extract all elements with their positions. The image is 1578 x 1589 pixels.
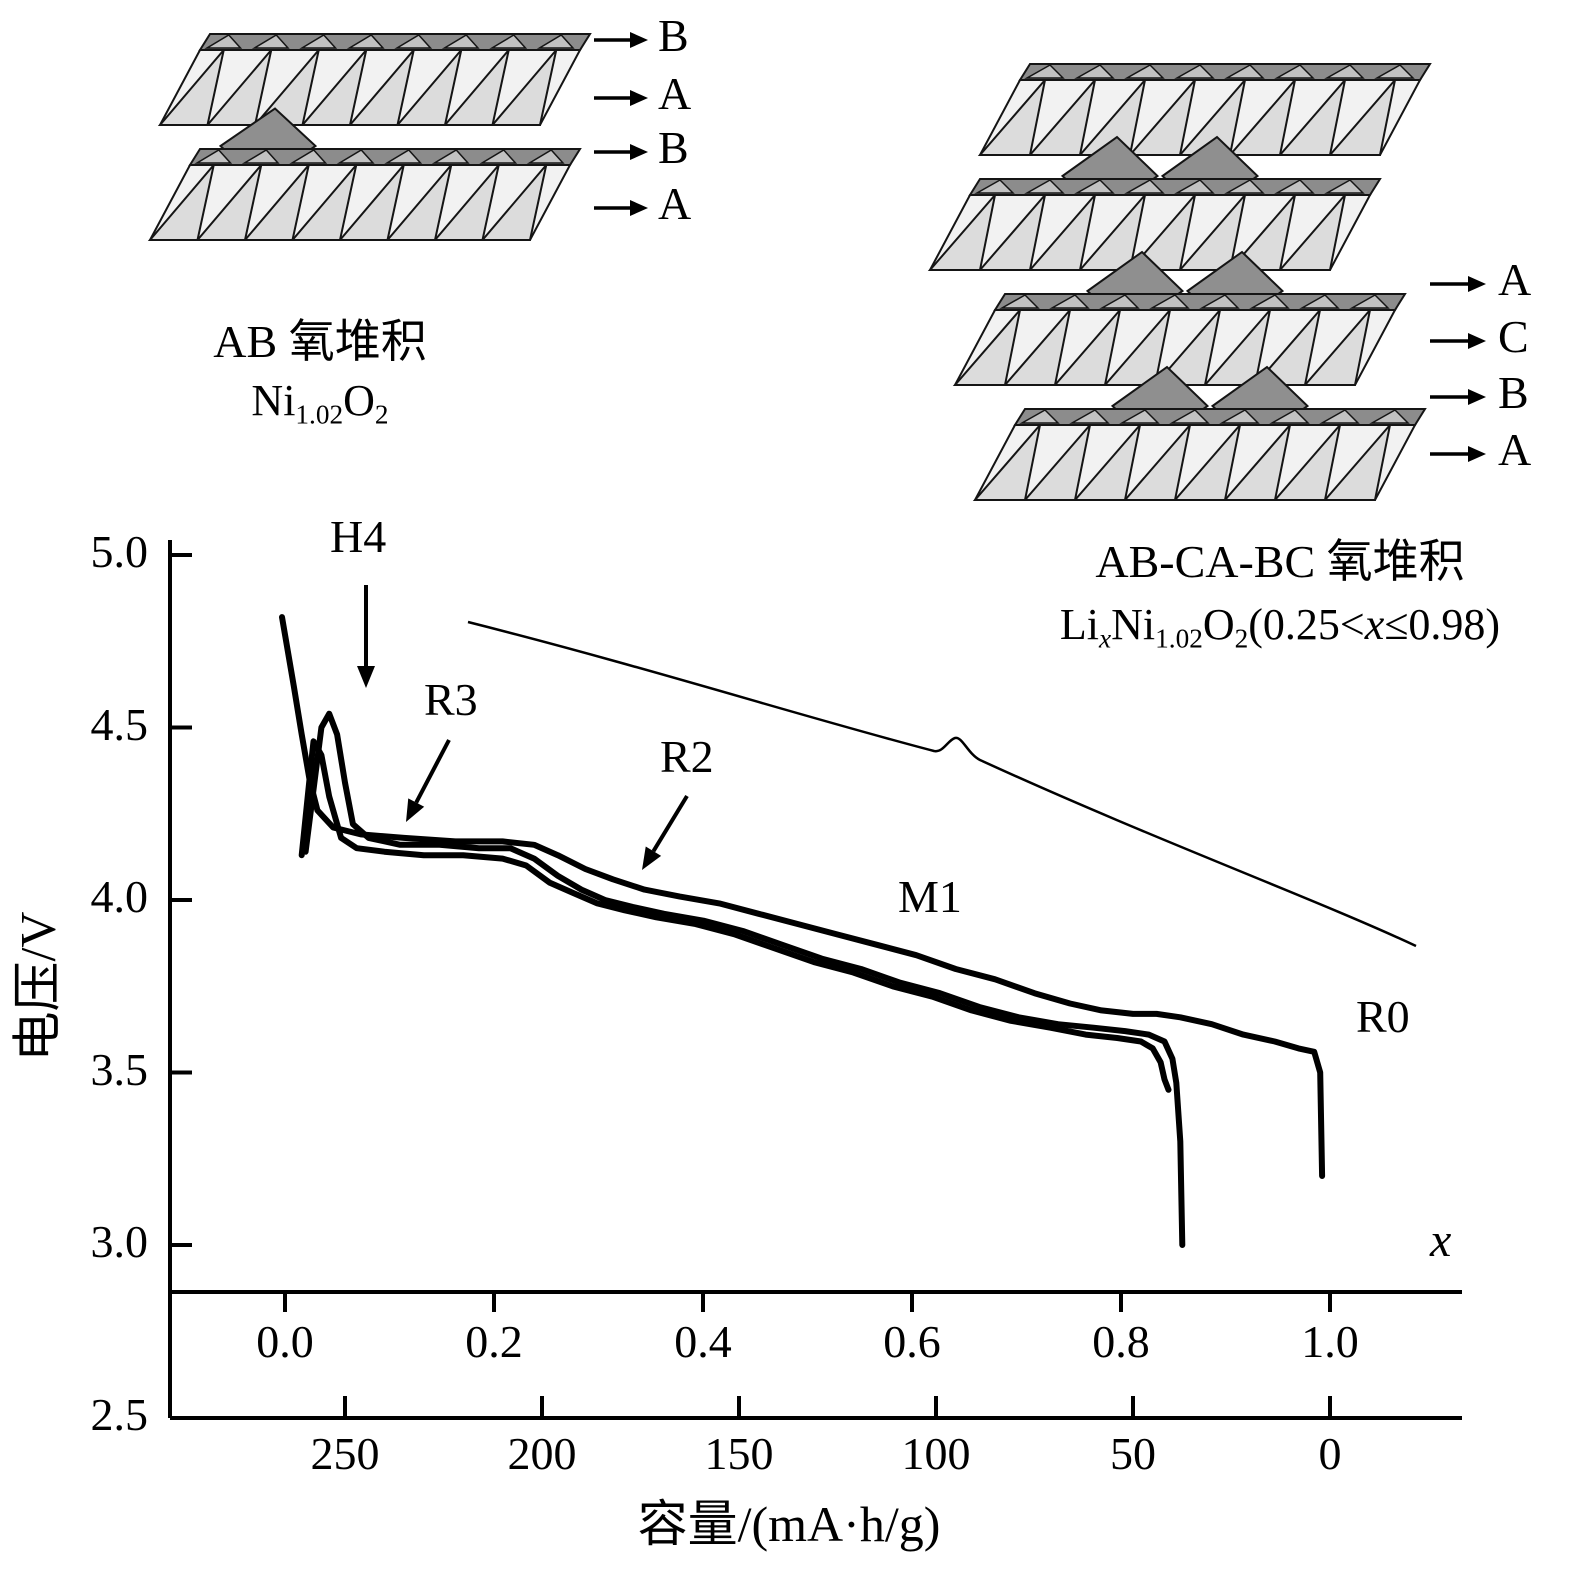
left-structure-polyhedra [147,33,592,241]
layer-arrow-icon [1430,389,1486,405]
octahedra-layer [927,178,1382,271]
layer-arrow-icon [1430,333,1486,349]
layer-arrow-icon [594,144,648,160]
r2-arrow-icon [642,794,689,870]
discharge-curve-1 [279,614,1326,1179]
chart-axes [168,540,1462,1420]
layer-arrow-icon [594,90,648,106]
octahedra-layer [952,293,1407,386]
octahedra-layer [972,408,1427,501]
layer-arrow-icon [594,200,648,216]
octahedra-layer [147,148,582,241]
h4-arrow-icon [357,585,375,688]
octahedra-layer [157,33,592,126]
layer-arrow-icon [1430,446,1486,462]
octahedra-layer [977,63,1432,156]
chart-annotation-arrows [357,585,1417,948]
discharge-curve-3 [298,738,1172,1093]
chart-curves [279,614,1326,1248]
layer-arrow-icon [1430,276,1486,292]
left-layer-arrows [594,32,648,216]
phase-range-brace [467,620,1417,948]
layer-arrow-icon [594,32,648,48]
discharge-curve-2 [302,710,1186,1248]
right-layer-arrows [1430,276,1486,462]
r3-arrow-icon [406,739,451,822]
right-structure-polyhedra [927,63,1432,501]
